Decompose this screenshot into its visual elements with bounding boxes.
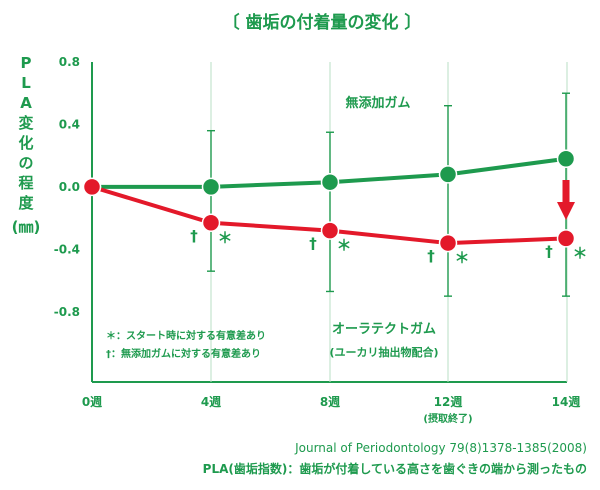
y-tick-labels: 0.8 0.4 0.0 -0.4 -0.8 [54,55,80,319]
significance-star: ＊ [336,237,351,255]
data-point-gum [320,172,340,192]
x-tick-label: 12週 [434,394,463,409]
significance-marks: ＊ † ＊ † ＊ † ＊ † [190,227,587,267]
x-tick-sublabel: (摂取終了) [423,412,472,425]
data-point-oratect [438,233,458,253]
arrow-head [557,202,575,220]
x-tick-label: 8週 [320,394,340,409]
citation: Journal of Periodontology 79(8)1378-1385… [294,441,587,455]
significance-dagger: † [190,227,198,245]
x-tick-label: 0週 [82,394,102,409]
series-sublabel-oratect: (ユーカリ抽出物配合) [329,345,438,359]
x-tick-label: 14週 [552,394,581,409]
y-tick-label: -0.8 [54,305,80,319]
legend-dagger: †：無添加ガムに対する有意差あり [106,347,261,360]
data-point-oratect [82,177,102,197]
error-bars [207,92,570,297]
footnote: PLA(歯垢指数)：歯垢が付着している高さを歯ぐきの端から測ったもの [203,461,587,476]
series-label-gum: 無添加ガム [345,95,410,111]
y-tick-label: 0.8 [59,55,80,69]
significance-star: ＊ [217,229,232,247]
y-tick-label: 0.4 [59,117,80,131]
y-axis-title: P L A 変化の程度(㎜) [12,54,41,236]
data-point-oratect [556,229,576,248]
series-label-oratect: オーラテクトガム [332,322,436,337]
significance-dagger: † [309,235,317,253]
legend-star: ＊：スタート時に対する有意差あり [106,329,266,342]
data-point-gum [438,165,458,184]
data-point-gum [201,177,221,197]
data-point-oratect [320,221,340,240]
chart-title: 〔 歯垢の付着量の変化 〕 [223,12,422,33]
x-tick-label: 4週 [201,394,221,409]
down-arrow-icon [557,180,575,220]
data-point-gum [556,149,576,169]
y-tick-label: 0.0 [59,180,80,194]
arrow-shaft [562,180,570,204]
series-points [82,149,576,253]
y-tick-label: -0.4 [54,242,80,256]
significance-star: ＊ [572,244,587,262]
x-tick-labels: 0週 4週 8週 12週 14週 (摂取終了) [82,394,581,425]
significance-star: ＊ [454,249,469,267]
significance-dagger: † [427,247,435,265]
data-point-oratect [201,213,221,233]
significance-dagger: † [545,242,553,260]
